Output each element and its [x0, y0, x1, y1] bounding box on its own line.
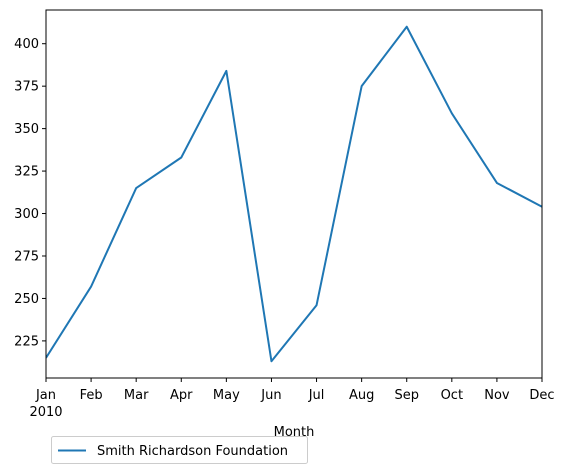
y-tick-label: 400: [14, 37, 39, 52]
x-tick-label: Jul: [308, 388, 325, 403]
x-tick-label: Mar: [124, 388, 149, 403]
x-tick-label: Feb: [80, 388, 103, 403]
x-tick-label: May: [213, 388, 240, 403]
x-tick-label: Oct: [441, 388, 463, 403]
x-tick-label: Apr: [170, 388, 193, 403]
plot-area: [45, 25, 543, 363]
legend-box: [51, 436, 308, 464]
axes-frame: [45, 9, 543, 379]
legend: Smith Richardson Foundation: [51, 436, 308, 464]
y-tick-label: 350: [14, 122, 39, 137]
y-tick-label: 225: [14, 334, 39, 349]
x-tick-label: Dec: [529, 388, 554, 403]
y-tick-label: 300: [14, 207, 39, 222]
y-axis: 225 250 275 300 325 350 375 400: [14, 37, 46, 349]
x-tick-label: Sep: [394, 388, 419, 403]
x-tick-label: Jun: [260, 388, 281, 403]
legend-label: Smith Richardson Foundation: [97, 444, 288, 459]
y-tick-label: 375: [14, 80, 39, 95]
x-axis: Jan Feb Mar Apr May Jun Jul Aug Sep Oct Nov Dec: [35, 378, 555, 403]
x-tick-label: Jan: [35, 388, 56, 403]
y-tick-label: 250: [14, 292, 39, 307]
x-axis-year-label: 2010: [29, 405, 62, 420]
series-line: [46, 25, 542, 363]
x-tick-label: Aug: [349, 388, 374, 403]
y-tick-label: 325: [14, 165, 39, 180]
y-tick-label: 275: [14, 249, 39, 264]
x-tick-label: Nov: [484, 388, 510, 403]
